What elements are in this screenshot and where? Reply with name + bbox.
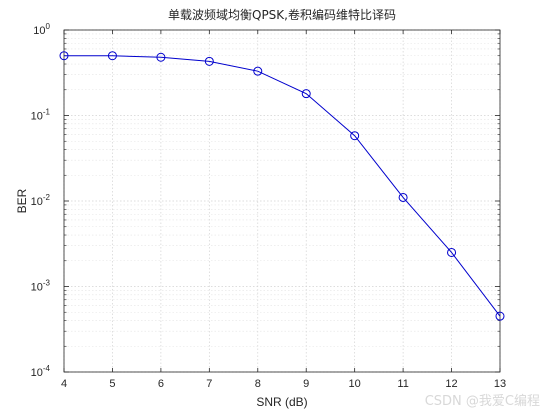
data-point-marker [204,56,214,66]
x-tick-label: 9 [303,378,309,390]
y-tick-label: 10-4 [31,364,51,379]
data-point-marker [447,247,457,257]
y-tick-label: 10-2 [31,193,51,208]
x-tick-label: 10 [349,378,361,390]
x-tick-label: 11 [397,378,408,390]
x-tick-label: 12 [445,378,457,390]
series [59,51,505,321]
y-tick-label: 10-1 [31,108,51,123]
x-axis-label: SNR (dB) [256,395,307,409]
x-tick-label: 8 [255,378,261,390]
x-tick-label: 13 [494,378,506,390]
x-tick-label: 7 [206,378,212,390]
x-tick-label: 6 [158,378,164,390]
x-tick-label: 5 [109,378,115,390]
data-point-marker [107,51,117,61]
chart-title: 单载波频域均衡QPSK,卷积编码维特比译码 [168,7,396,22]
watermark: CSDN @我爱C编程 [425,394,540,409]
grid [63,29,501,373]
data-point-marker [398,192,408,202]
x-tick-label: 4 [61,378,67,390]
series-line [64,55,501,317]
data-point-marker [59,51,69,61]
y-tick-label: 10-3 [31,279,51,294]
data-point-marker [495,311,505,321]
data-point-marker [156,52,166,62]
y-tick-label: 100 [33,22,50,37]
data-point-marker [301,89,311,99]
axes [63,29,501,373]
data-point-marker [350,131,360,141]
data-point-marker [253,66,263,76]
y-axis-label: BER [15,188,29,213]
